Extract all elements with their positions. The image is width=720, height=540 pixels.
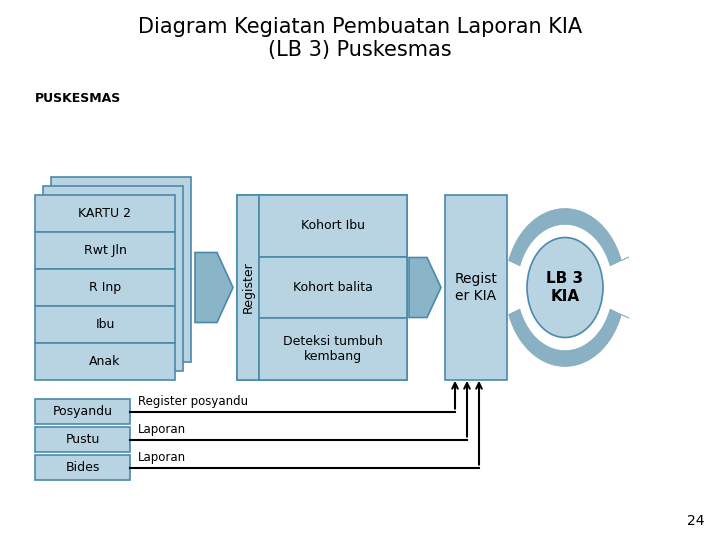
Bar: [259, 256, 407, 319]
Text: Laporan: Laporan: [138, 451, 186, 464]
Text: Bides: Bides: [66, 461, 99, 474]
Bar: [43, 186, 183, 371]
Text: Register: Register: [241, 261, 254, 313]
Bar: [35, 399, 130, 424]
Polygon shape: [195, 253, 233, 322]
Bar: [35, 269, 175, 306]
Text: KARTU 2: KARTU 2: [78, 207, 132, 220]
Polygon shape: [508, 208, 629, 266]
Text: Pustu: Pustu: [66, 433, 99, 446]
Text: Ibu: Ibu: [95, 318, 114, 331]
Polygon shape: [409, 258, 441, 318]
Text: Posyandu: Posyandu: [53, 405, 112, 418]
Bar: [237, 195, 259, 380]
Bar: [237, 195, 407, 380]
Text: R Inp: R Inp: [89, 281, 121, 294]
Text: Deteksi tumbuh
kembang: Deteksi tumbuh kembang: [283, 335, 383, 363]
Text: Diagram Kegiatan Pembuatan Laporan KIA
(LB 3) Puskesmas: Diagram Kegiatan Pembuatan Laporan KIA (…: [138, 17, 582, 60]
Bar: [35, 427, 130, 452]
Text: Laporan: Laporan: [138, 423, 186, 436]
Text: Kohort Ibu: Kohort Ibu: [301, 219, 365, 232]
Text: Register posyandu: Register posyandu: [138, 395, 248, 408]
Bar: [259, 319, 407, 380]
Text: PUSKESMAS: PUSKESMAS: [35, 92, 121, 105]
Text: Regist
er KIA: Regist er KIA: [454, 272, 498, 302]
Bar: [51, 177, 191, 362]
Polygon shape: [508, 309, 629, 367]
Bar: [35, 306, 175, 343]
Text: Anak: Anak: [89, 355, 121, 368]
Text: 24: 24: [688, 514, 705, 528]
Bar: [35, 232, 175, 269]
Text: LB 3
KIA: LB 3 KIA: [546, 271, 584, 303]
Bar: [35, 195, 175, 232]
Bar: [259, 195, 407, 256]
Bar: [445, 195, 507, 380]
Text: Kohort balita: Kohort balita: [293, 281, 373, 294]
Bar: [35, 343, 175, 380]
Bar: [35, 455, 130, 480]
Ellipse shape: [527, 238, 603, 338]
Text: Rwt Jln: Rwt Jln: [84, 244, 127, 257]
